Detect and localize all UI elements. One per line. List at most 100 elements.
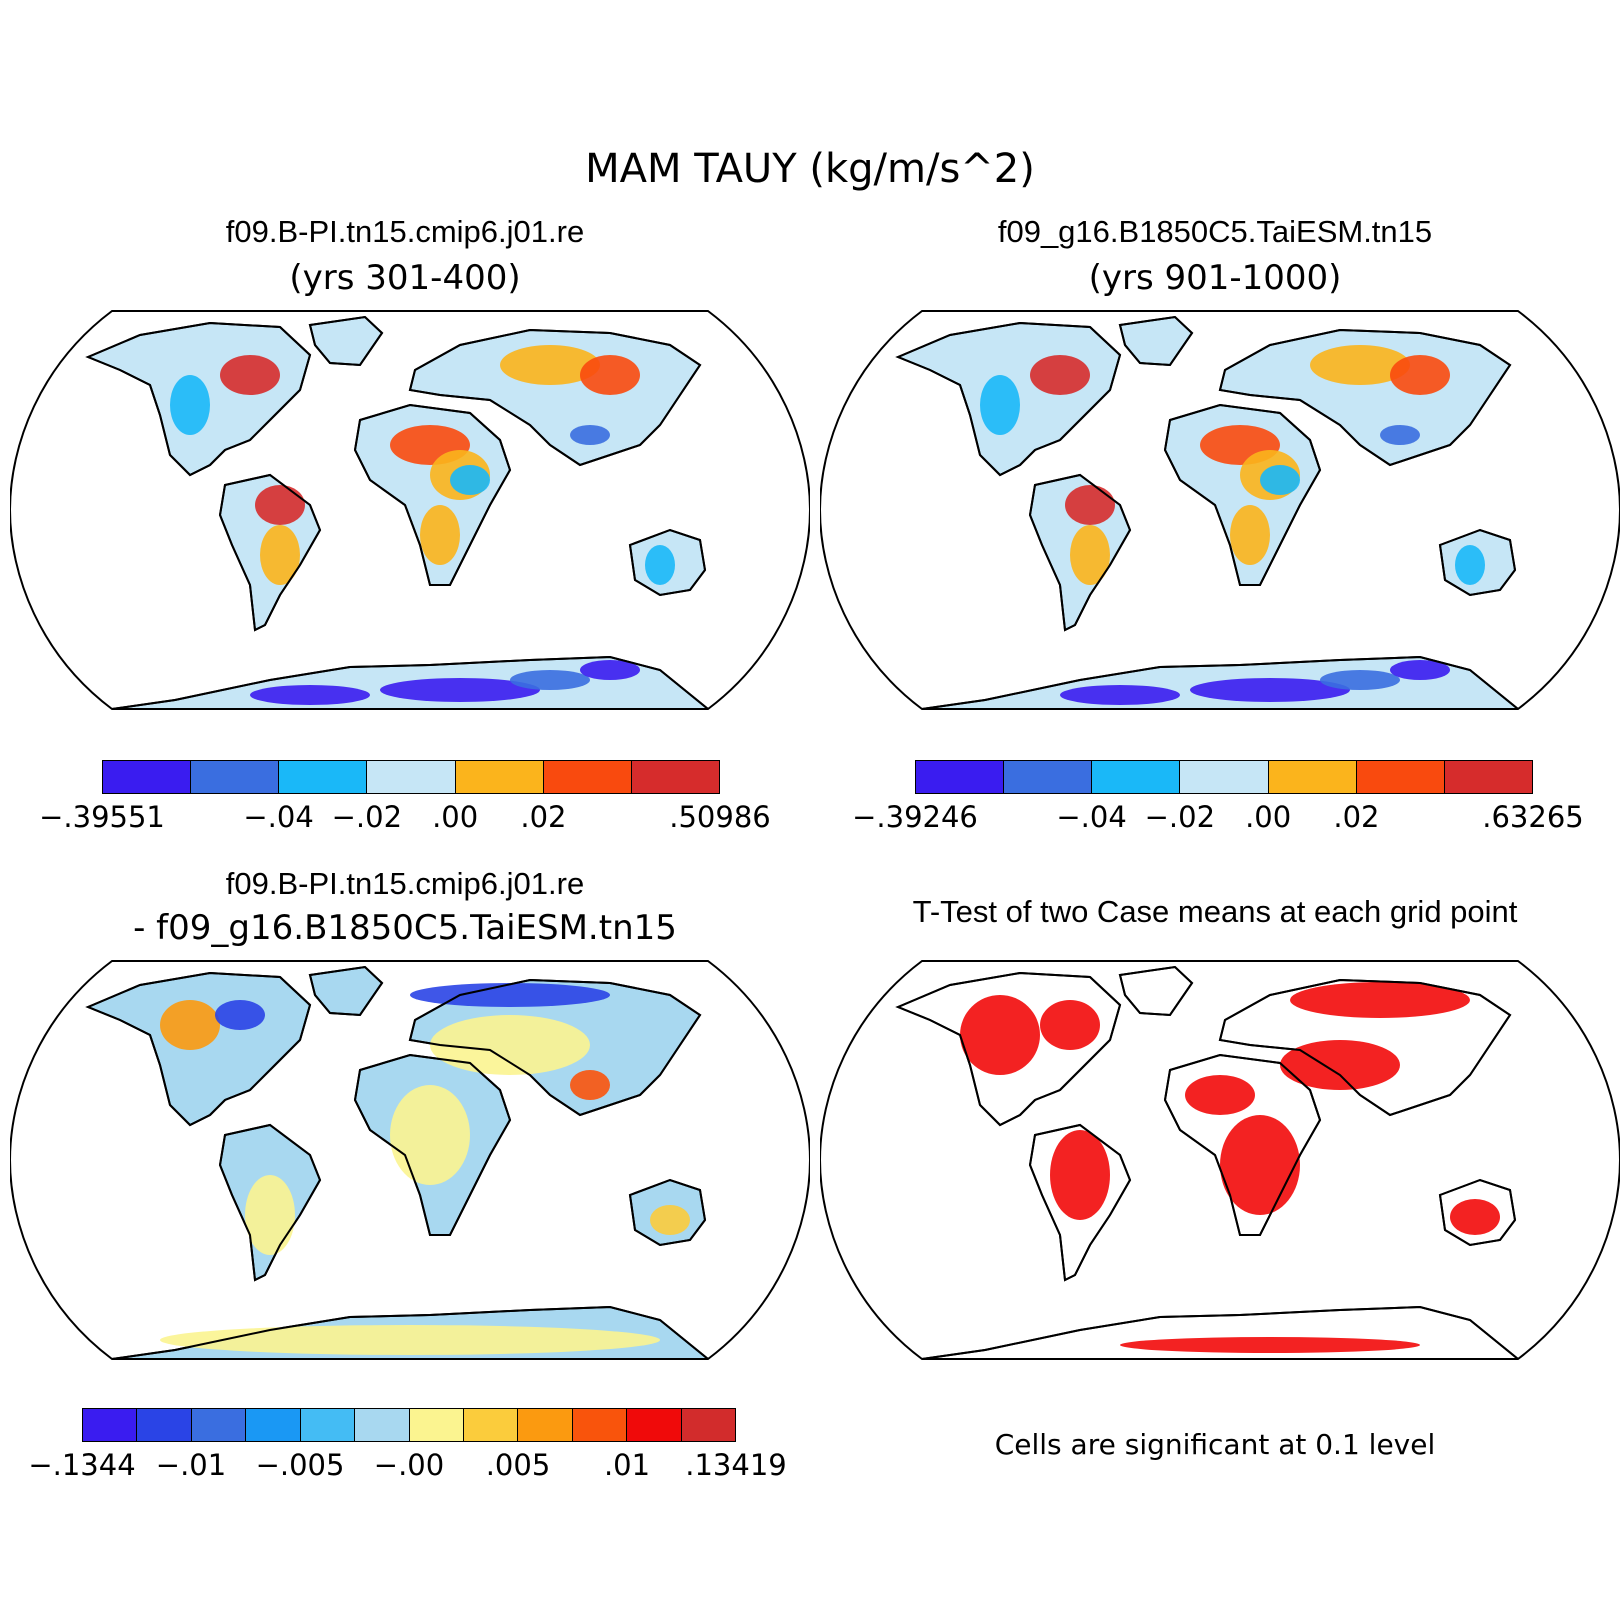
coastline: [1218, 978, 1512, 1117]
field-patch: [1310, 345, 1410, 385]
colorbar-swatch: [1004, 761, 1093, 793]
colorbar-label: .50986: [669, 800, 771, 834]
colorbar-label: −.04: [1056, 800, 1127, 834]
colorbar-swatch: [137, 1409, 192, 1441]
map-case1: [10, 310, 810, 710]
field-patch: [260, 525, 300, 585]
colorbar-swatch: [355, 1409, 410, 1441]
field-patch: [380, 678, 540, 702]
coastline: [111, 1305, 711, 1359]
field-patch: [390, 1085, 470, 1185]
field-patch: [1380, 425, 1420, 445]
field-patch: [1280, 1040, 1400, 1090]
colorbar-label: .63265: [1482, 800, 1584, 834]
colorbar-swatch: [1092, 761, 1181, 793]
colorbar-swatch: [300, 1409, 356, 1441]
coastline: [921, 655, 1521, 709]
coastline: [218, 1123, 322, 1282]
field-patch: [960, 995, 1040, 1075]
colorbar-label: .02: [1333, 800, 1380, 834]
colorbar-case1: [102, 760, 720, 794]
field-patch: [170, 375, 210, 435]
field-patch: [255, 485, 305, 525]
field-patch: [160, 1000, 220, 1050]
field-patch: [570, 1070, 610, 1100]
field-patch: [1030, 355, 1090, 395]
field-patch: [1190, 678, 1350, 702]
coastline: [308, 315, 384, 367]
colorbar-label: −.04: [243, 800, 314, 834]
panel2-title: f09_g16.B1850C5.TaiESM.tn15: [997, 214, 1433, 249]
map-boundary: [820, 310, 1620, 710]
coastline: [408, 328, 702, 467]
coastline: [895, 971, 1122, 1127]
landmass-namerica: [85, 971, 312, 1127]
field-patch: [450, 465, 490, 495]
coastline: [1438, 528, 1517, 597]
colorbar-label: −.1344: [28, 1448, 136, 1482]
colorbar-label: .02: [520, 800, 567, 834]
colorbar-swatch: [1180, 761, 1269, 793]
coastline: [218, 473, 322, 632]
panel2-subtitle: (yrs 901-1000): [1088, 258, 1342, 298]
field-patch: [1390, 660, 1450, 680]
panel1-title: f09.B-PI.tn15.cmip6.j01.re: [225, 214, 585, 249]
field-patch: [650, 1205, 690, 1235]
colorbar-label: −.02: [1144, 800, 1216, 834]
colorbar-swatch: [246, 1409, 301, 1441]
field-patch: [980, 375, 1020, 435]
map-boundary: [10, 960, 810, 1360]
field-patch: [570, 425, 610, 445]
field-patch: [245, 1175, 295, 1255]
field-patch: [1040, 1000, 1100, 1050]
coastline: [895, 321, 1122, 477]
coastline: [1028, 1123, 1132, 1282]
field-patch: [510, 670, 590, 690]
colorbar-label: .00: [1245, 800, 1292, 834]
colorbar-swatch: [279, 761, 368, 793]
colorbar-swatch: [103, 761, 192, 793]
field-patch: [1070, 525, 1110, 585]
panel3-subtitle: - f09_g16.B1850C5.TaiESM.tn15: [133, 908, 677, 948]
colorbar-label: −.39551: [39, 800, 165, 834]
field-patch: [160, 1325, 660, 1355]
coastline: [1163, 1053, 1322, 1236]
panel4-title: T-Test of two Case means at each grid po…: [912, 894, 1518, 929]
field-patch: [1260, 465, 1300, 495]
coastline: [1218, 328, 1512, 467]
colorbar-swatch: [572, 1409, 628, 1441]
colorbar-swatch: [367, 761, 456, 793]
coastline: [1028, 473, 1132, 632]
coastline: [1118, 965, 1194, 1017]
panel1-subtitle: (yrs 301-400): [289, 258, 521, 298]
field-patch: [1230, 505, 1270, 565]
field-patch: [1290, 982, 1470, 1018]
colorbar-label: .01: [603, 1448, 651, 1482]
coastline: [408, 978, 702, 1117]
colorbar-swatch: [463, 1409, 519, 1441]
colorbar-swatch: [191, 1409, 247, 1441]
coastline: [628, 528, 707, 597]
map-boundary: [10, 310, 810, 710]
field-patch: [220, 355, 280, 395]
colorbar-diff: [82, 1408, 736, 1442]
field-patch: [1450, 1199, 1500, 1235]
coastline: [1163, 403, 1322, 586]
colorbar-label: −.005: [255, 1448, 345, 1482]
field-patch: [580, 355, 640, 395]
coastline: [1438, 1178, 1517, 1247]
map-ttest: [820, 960, 1620, 1360]
field-patch: [1060, 685, 1180, 705]
field-patch: [250, 685, 370, 705]
colorbar-swatch: [191, 761, 280, 793]
colorbar-case2: [915, 760, 1533, 794]
colorbar-swatch: [409, 1409, 464, 1441]
panel3-title: f09.B-PI.tn15.cmip6.j01.re: [225, 866, 585, 901]
field-patch: [1065, 485, 1115, 525]
coastline: [1118, 315, 1194, 367]
field-patch: [1320, 670, 1400, 690]
colorbar-swatch: [627, 1409, 682, 1441]
map-case2: [820, 310, 1620, 710]
field-patch: [1455, 545, 1485, 585]
field-patch: [1050, 1130, 1110, 1220]
